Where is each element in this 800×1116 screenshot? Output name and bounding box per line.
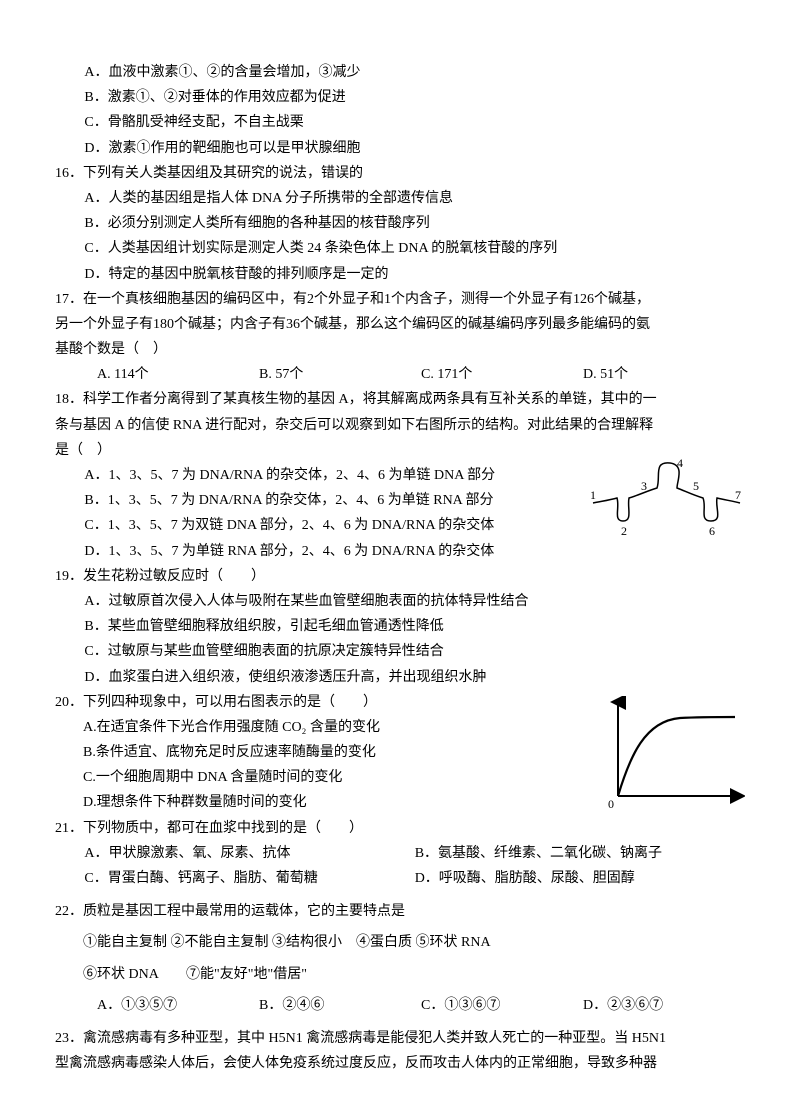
q17-stem-line1: 17．在一个真核细胞基因的编码区中，有2个外显子和1个内含子，测得一个外显子有1… — [55, 287, 745, 312]
q19-option-c: C．过敏原与某些血管壁细胞表面的抗原决定簇特异性结合 — [55, 639, 745, 664]
q19-option-d: D．血浆蛋白进入组织液，使组织液渗透压升高，并出现组织水肿 — [55, 665, 745, 690]
q19-option-a: A．过敏原首次侵入人体与吸附在某些血管壁细胞表面的抗体特异性结合 — [55, 589, 745, 614]
q22-items-line1: ①能自主复制 ②不能自主复制 ③结构很小 ④蛋白质 ⑤环状 RNA — [55, 930, 745, 955]
q17-stem-line3: 基酸个数是（ ） — [55, 337, 745, 362]
q22-option-d: D．②③⑥⑦ — [583, 993, 745, 1018]
q16-option-c: C．人类基因组计划实际是测定人类 24 条染色体上 DNA 的脱氧核苷酸的序列 — [55, 236, 745, 261]
q18-label-1: 1 — [590, 488, 596, 502]
q21-stem: 21．下列物质中，都可在血浆中找到的是（ ） — [55, 816, 745, 841]
q16-option-d: D．特定的基因中脱氧核苷酸的排列顺序是一定的 — [55, 262, 745, 287]
q15-option-c: C．骨骼肌受神经支配，不自主战栗 — [55, 110, 745, 135]
q16-option-b: B．必须分别测定人类所有细胞的各种基因的核苷酸序列 — [55, 211, 745, 236]
q23-stem-line1: 23．禽流感病毒有多种亚型，其中 H5N1 禽流感病毒是能侵犯人类并致人死亡的一… — [55, 1026, 745, 1051]
q16-option-a: A．人类的基因组是指人体 DNA 分子所携带的全部遗传信息 — [55, 186, 745, 211]
q15-option-d: D．激素①作用的靶细胞也可以是甲状腺细胞 — [55, 136, 745, 161]
q22-option-b: B．②④⑥ — [259, 993, 421, 1018]
q18-stem-line2: 条与基因 A 的信使 RNA 进行配对，杂交后可以观察到如下右图所示的结构。对此… — [55, 413, 745, 438]
q19-stem: 19．发生花粉过敏反应时（ ） — [55, 564, 745, 589]
q22-option-c: C．①③⑥⑦ — [421, 993, 583, 1018]
q19-option-b: B．某些血管壁细胞释放组织胺，引起毛细血管通透性降低 — [55, 614, 745, 639]
q17-option-d: D. 51个 — [583, 362, 745, 387]
q21-option-b: B．氨基酸、纤维素、二氧化碳、钠离子 — [415, 841, 745, 866]
q21-row-cd: C．胃蛋白酶、钙离子、脂肪、葡萄糖 D．呼吸酶、脂肪酸、尿酸、胆固醇 — [55, 866, 745, 891]
q20-saturation-graph: 0 — [600, 696, 745, 811]
q18-label-5: 5 — [693, 479, 699, 493]
q17-choices-row: A. 114个 B. 57个 C. 171个 D. 51个 — [55, 362, 745, 387]
q21-option-a: A．甲状腺激素、氧、尿素、抗体 — [84, 841, 414, 866]
q17-option-b: B. 57个 — [259, 362, 421, 387]
q22-items-line2: ⑥环状 DNA ⑦能"友好"地"借居" — [55, 962, 745, 987]
q15-option-b: B．激素①、②对垂体的作用效应都为促进 — [55, 85, 745, 110]
q18-hybrid-diagram: 1 2 3 4 5 6 7 — [585, 453, 745, 543]
q16-stem: 16．下列有关人类基因组及其研究的说法，错误的 — [55, 161, 745, 186]
q18-stem-line1: 18．科学工作者分离得到了某真核生物的基因 A，将其解离成两条具有互补关系的单链… — [55, 387, 745, 412]
q21-option-d: D．呼吸酶、脂肪酸、尿酸、胆固醇 — [415, 866, 745, 891]
q22-option-a: A．①③⑤⑦ — [97, 993, 259, 1018]
q18-label-4: 4 — [677, 456, 683, 470]
q20-origin-label: 0 — [608, 797, 614, 811]
q23-stem-line2: 型禽流感病毒感染人体后，会使人体免疫系统过度反应，反而攻击人体内的正常细胞，导致… — [55, 1051, 745, 1076]
q18-label-7: 7 — [735, 488, 741, 502]
q22-stem: 22．质粒是基因工程中最常用的运载体，它的主要特点是 — [55, 899, 745, 924]
q22-choices-row: A．①③⑤⑦ B．②④⑥ C．①③⑥⑦ D．②③⑥⑦ — [55, 993, 745, 1018]
q21-row-ab: A．甲状腺激素、氧、尿素、抗体 B．氨基酸、纤维素、二氧化碳、钠离子 — [55, 841, 745, 866]
q18-label-2: 2 — [621, 524, 627, 538]
q17-option-a: A. 114个 — [97, 362, 259, 387]
q18-label-3: 3 — [641, 479, 647, 493]
q21-option-c: C．胃蛋白酶、钙离子、脂肪、葡萄糖 — [84, 866, 414, 891]
q17-option-c: C. 171个 — [421, 362, 583, 387]
q17-stem-line2: 另一个外显子有180个碱基；内含子有36个碱基，那么这个编码区的碱基编码序列最多… — [55, 312, 745, 337]
q15-option-a: A．血液中激素①、②的含量会增加，③减少 — [55, 60, 745, 85]
q18-label-6: 6 — [709, 524, 715, 538]
